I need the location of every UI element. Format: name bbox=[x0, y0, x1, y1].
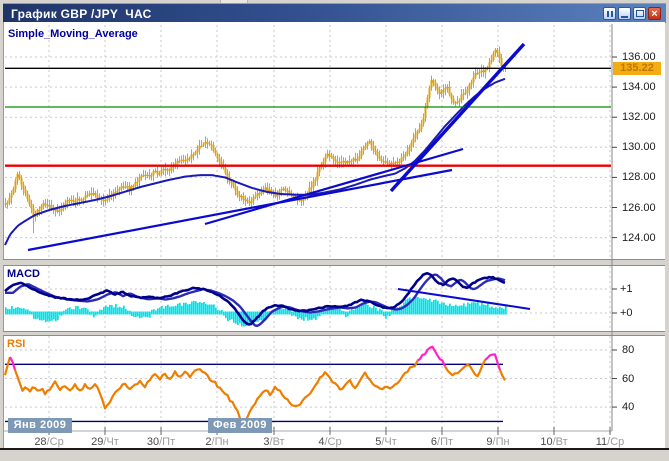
price-axis-label: 128.00 bbox=[622, 171, 656, 184]
price-axis-label: 130.00 bbox=[622, 141, 656, 154]
current-price-badge: 135.22 bbox=[613, 62, 661, 76]
close-button[interactable]: × bbox=[648, 7, 661, 20]
panel-separator[interactable] bbox=[3, 331, 665, 336]
rsi-axis-label: 80 bbox=[622, 344, 635, 356]
price-axis-label: 132.00 bbox=[622, 111, 656, 124]
x-axis-date-label: 9/Пн bbox=[486, 436, 510, 448]
window-title: График GBP /JPY ЧАС bbox=[11, 6, 152, 21]
price-axis-label: 124.00 bbox=[622, 231, 656, 244]
month-badge: Фев 2009 bbox=[208, 418, 272, 433]
price-axis-label: 126.00 bbox=[622, 201, 656, 214]
titlebar[interactable]: График GBP /JPY ЧАС × bbox=[3, 3, 666, 23]
minimize-button[interactable] bbox=[618, 7, 631, 20]
x-axis-date-label: 29/Чт bbox=[91, 436, 119, 448]
panel-separator[interactable] bbox=[3, 259, 665, 266]
x-axis-date-label: 2/Пн bbox=[205, 436, 229, 448]
x-axis-date-label: 11/Ср bbox=[595, 436, 625, 448]
x-axis-date-label: 10/Вт bbox=[540, 436, 568, 448]
rsi-axis-label: 40 bbox=[622, 401, 635, 414]
chart-content bbox=[3, 22, 665, 448]
x-axis-date-label: 6/Пт bbox=[430, 436, 454, 448]
price-axis-label: 134.00 bbox=[622, 81, 656, 94]
macd-axis-label: +0 bbox=[620, 307, 633, 319]
window-controls: × bbox=[603, 7, 661, 20]
x-axis-date-label: 28/Ср bbox=[34, 436, 64, 448]
indicator-label-sma: Simple_Moving_Average bbox=[8, 28, 138, 40]
month-badge: Янв 2009 bbox=[8, 418, 72, 433]
indicator-label-rsi: RSI bbox=[7, 338, 26, 350]
macd-axis-label: +1 bbox=[620, 283, 633, 295]
x-axis-date-label: 3/Вт bbox=[263, 436, 285, 448]
indicator-label-macd: MACD bbox=[7, 268, 40, 280]
x-axis-date-label: 30/Пт bbox=[146, 436, 176, 448]
rsi-axis-label: 60 bbox=[622, 372, 635, 385]
x-axis-date-label: 5/Чт bbox=[375, 436, 397, 448]
price-axis-label: 136.00 bbox=[622, 51, 656, 63]
pause-button[interactable] bbox=[603, 7, 616, 20]
window-bottom-edge bbox=[0, 448, 669, 450]
restore-button[interactable] bbox=[633, 7, 646, 20]
x-axis-date-label: 4/Ср bbox=[318, 436, 342, 448]
